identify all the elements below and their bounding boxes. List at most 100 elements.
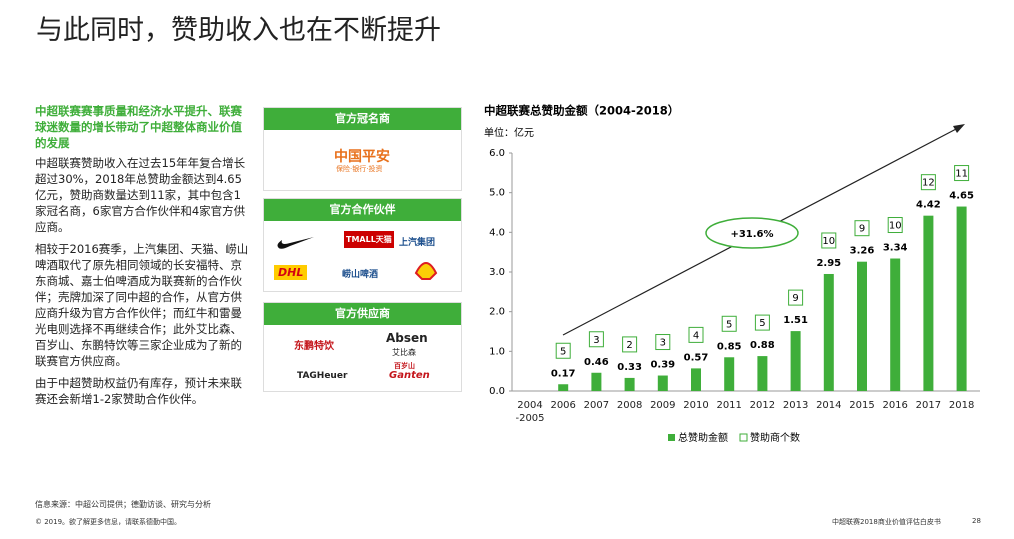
legend-swatch [668, 434, 675, 441]
shell-logo [414, 262, 438, 280]
chart-title: 中超联赛总赞助金额（2004-2018） [484, 104, 679, 118]
bar [790, 331, 801, 391]
count-box [754, 314, 770, 331]
bar [691, 368, 701, 391]
cagr-ellipse [705, 217, 799, 249]
count-box [788, 289, 804, 306]
x-tick-label: 2009 [650, 400, 676, 411]
left-text: 中超联赛赛事质量和经济水平提升、联赛球迷数量的增长带动了中超整体商业价值的发展 … [35, 103, 249, 413]
bar [724, 357, 735, 391]
x-tick-label: 2017 [915, 400, 942, 411]
paragraph: 由于中超赞助权益仍有库存，预计未来联赛还会新增1-2家赞助合作伙伴。 [35, 376, 242, 406]
count-label: 3 [593, 335, 599, 346]
count-box [721, 315, 737, 332]
logo: 保险·银行·投资 [336, 165, 383, 173]
arrow-head [953, 124, 965, 133]
bar [624, 377, 635, 391]
logo: TMALL天猫 [344, 231, 394, 248]
panel: 官方供应商 东鹏特饮 Absen 艾比森 TAGHeuer 百岁山 Ganten [263, 302, 462, 392]
logo: 崂山啤酒 [342, 270, 379, 280]
count-box [821, 232, 837, 249]
y-tick-label: 2.0 [489, 307, 505, 318]
x-tick-label: 2013 [782, 400, 809, 411]
x-tick-label: 2010 [683, 400, 709, 411]
value-label: 0.17 [551, 368, 576, 379]
count-box [954, 165, 970, 182]
legend-swatch [739, 433, 748, 442]
value-label: 4.42 [916, 200, 941, 211]
nike-logo [277, 237, 314, 249]
logo: 艾比森 [392, 348, 416, 357]
count-label: 4 [693, 330, 699, 341]
panel-header: 官方冠名商 [264, 108, 461, 130]
legend-label: 赞助商个数 [750, 431, 800, 444]
logo: TAGHeuer [297, 371, 348, 381]
bar [757, 356, 768, 391]
count-label: 10 [889, 221, 902, 232]
x-tick-label: 2007 [583, 400, 610, 411]
panel: 官方冠名商 中国平安 保险·银行·投资 [263, 107, 462, 191]
bar [923, 215, 934, 391]
logo: Absen [386, 331, 428, 345]
value-label: 0.46 [584, 357, 609, 368]
count-label: 10 [822, 236, 835, 247]
count-label: 9 [859, 224, 865, 235]
x-tick-label: 2016 [882, 400, 908, 411]
x-tick-label: 2011 [716, 400, 742, 411]
bar [956, 206, 967, 391]
copyright: © 2019。欲了解更多信息，请联系德勤中国。 [35, 518, 182, 526]
logo: 上汽集团 [399, 238, 436, 248]
y-tick-label: 6.0 [489, 148, 505, 159]
count-box [920, 174, 936, 191]
y-tick-label: 4.0 [489, 227, 505, 238]
count-label: 5 [726, 319, 732, 330]
heading: 中超联赛赛事质量和经济水平提升、联赛球迷数量的增长带动了中超整体商业价值的发展 [35, 104, 242, 150]
paragraph: 中超联赛赞助收入在过去15年年复合增长超过30%，2018年总赞助金额达到4.6… [35, 156, 246, 234]
bar [591, 372, 602, 391]
logo: DHL [274, 265, 308, 280]
annotation: +31.6% [730, 229, 773, 240]
x-tick-label: 2014 [816, 400, 842, 411]
x-tick-label: 2006 [550, 400, 576, 411]
bar [823, 273, 834, 391]
count-box [887, 217, 903, 234]
count-box [854, 220, 870, 237]
source: 信息来源：中超公司提供；德勤访谈、研究与分析 [35, 500, 211, 509]
doc-name: 中超联赛2018商业价值评估白皮书 [832, 518, 941, 526]
y-tick-label: 0.0 [489, 386, 505, 397]
count-label: 2 [626, 340, 632, 351]
logo: 东鹏特饮 [294, 341, 334, 352]
value-label: 0.39 [650, 360, 675, 371]
y-tick-label: 5.0 [489, 188, 505, 199]
value-label: 2.95 [816, 258, 841, 269]
panel-header: 官方合作伙伴 [264, 199, 461, 221]
x-tick-label: 2008 [616, 400, 643, 411]
value-label: 0.57 [684, 352, 709, 363]
count-box [655, 334, 671, 351]
bar [890, 258, 901, 391]
y-tick-label: 3.0 [489, 267, 505, 278]
count-box [622, 336, 638, 353]
count-box [555, 342, 571, 359]
page-number: 28 [972, 517, 981, 525]
panel: 官方合作伙伴 TMALL天猫 上汽集团 DHL 崂山啤酒 [263, 198, 462, 292]
legend-label: 总赞助金额 [678, 431, 728, 444]
count-label: 3 [660, 338, 666, 349]
bar [657, 375, 668, 391]
value-label: 0.85 [717, 341, 742, 352]
count-label: 11 [955, 169, 968, 180]
y-tick-label: 1.0 [489, 346, 505, 357]
count-label: 12 [922, 178, 935, 189]
value-label: 3.34 [883, 243, 908, 254]
value-label: 3.26 [850, 246, 875, 257]
slide-title: 与此同时，赞助收入也在不断提升 [36, 15, 441, 46]
value-label: 0.88 [750, 340, 775, 351]
value-label: 0.33 [617, 362, 642, 373]
count-label: 5 [560, 346, 566, 357]
count-box [688, 326, 704, 343]
bar [857, 261, 867, 391]
paragraph: 相较于2016赛季，上汽集团、天猫、崂山啤酒取代了原先相同领域的长安福特、京东商… [35, 242, 249, 368]
count-label: 9 [792, 293, 798, 304]
